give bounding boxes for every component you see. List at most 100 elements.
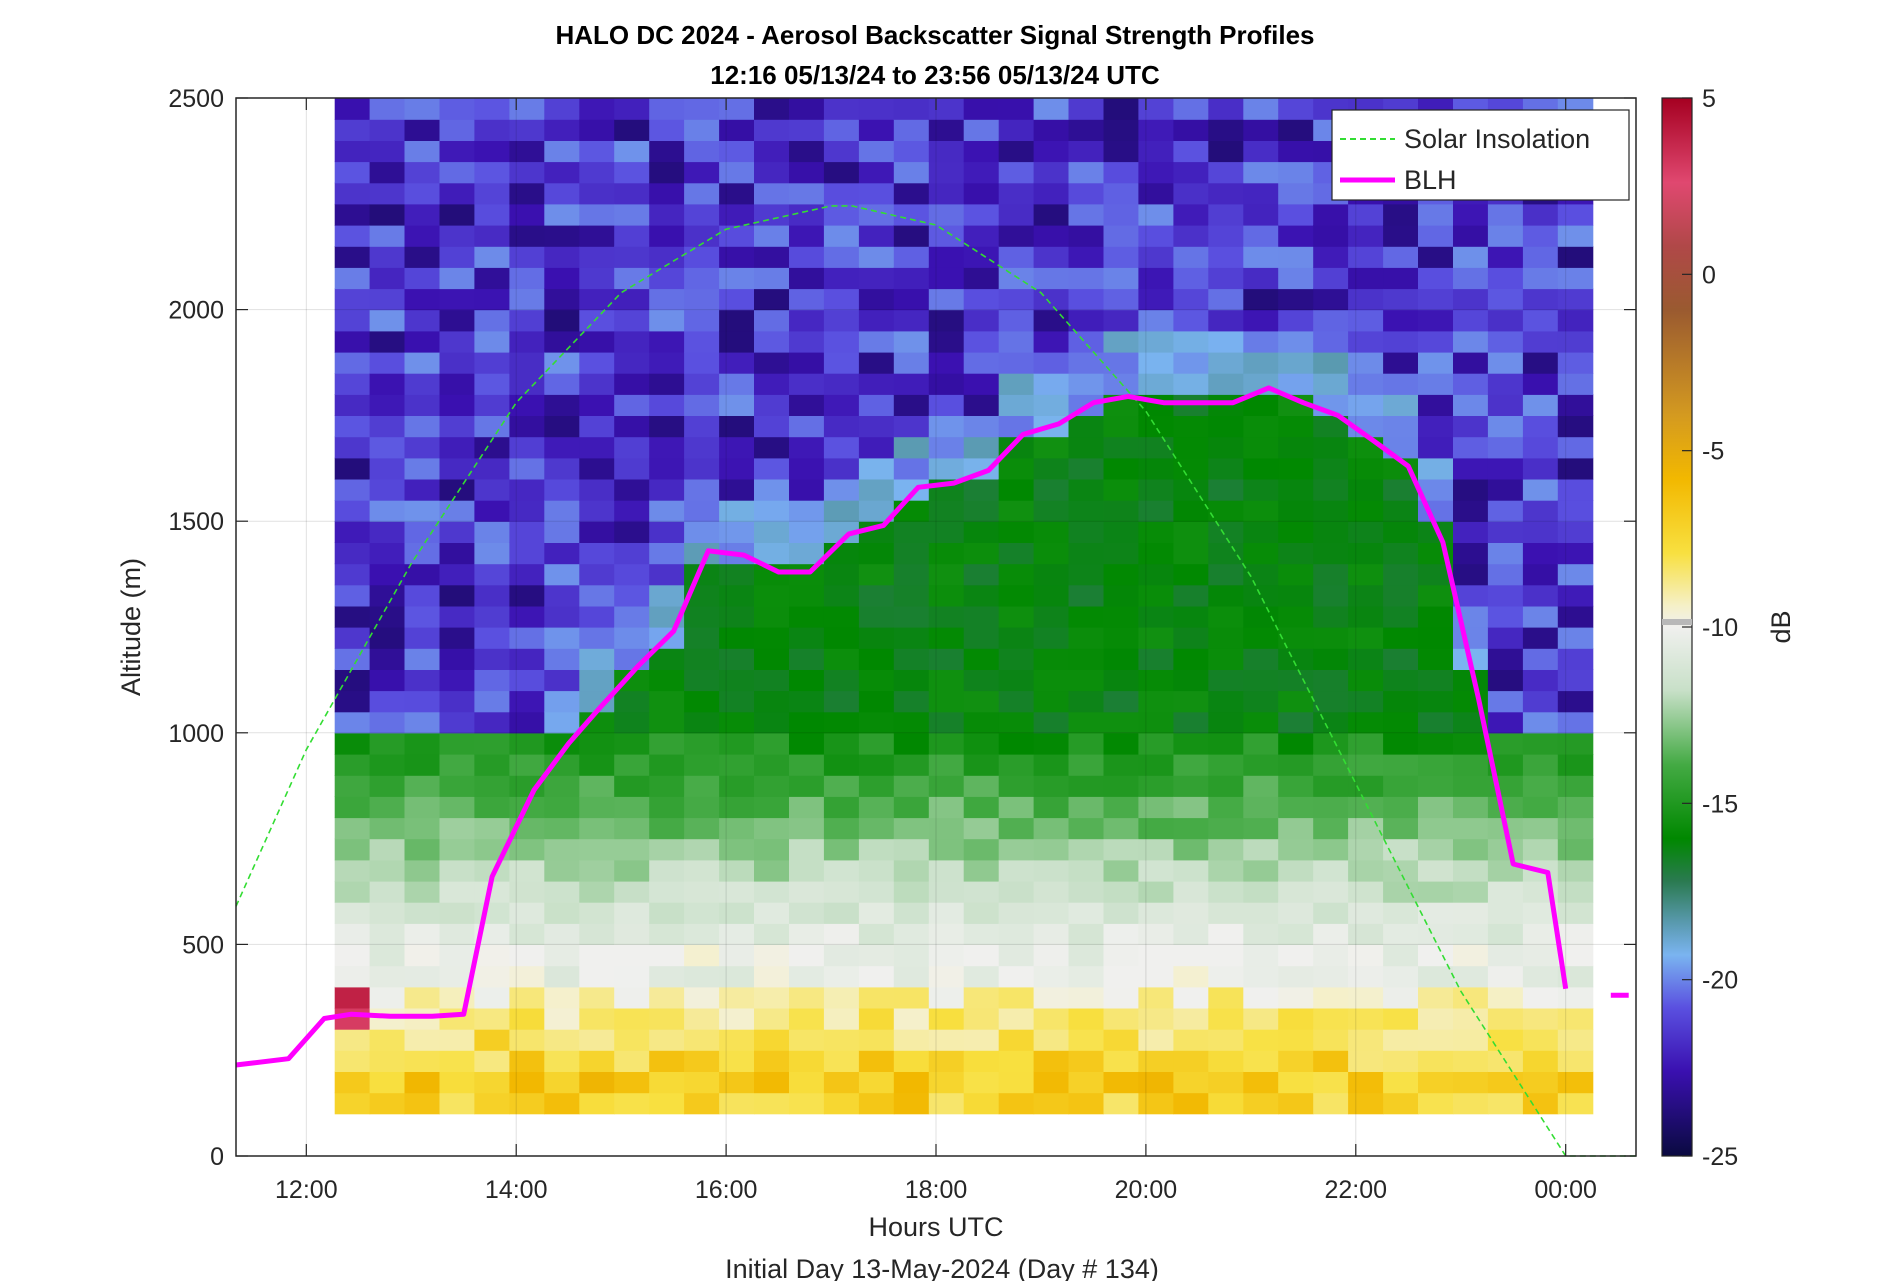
heatmap-cell: [1383, 500, 1419, 522]
heatmap-cell: [1138, 119, 1174, 141]
heatmap-cell: [579, 500, 615, 522]
heatmap-cell: [1348, 330, 1384, 353]
heatmap-cell: [963, 415, 1000, 438]
heatmap-cell: [474, 373, 510, 395]
heatmap-cell: [719, 965, 755, 988]
heatmap-cell: [789, 775, 825, 797]
heatmap-cell: [893, 436, 930, 459]
heatmap-cell: [579, 690, 615, 713]
heatmap-cell: [789, 902, 825, 924]
heatmap-cell: [1103, 902, 1139, 924]
heatmap-cell: [1383, 944, 1419, 967]
heatmap-cell: [334, 584, 371, 607]
heatmap-cell: [754, 902, 790, 924]
heatmap-cell: [754, 225, 790, 247]
heatmap-cell: [893, 182, 930, 205]
heatmap-cell: [1103, 246, 1139, 268]
heatmap-cell: [1278, 225, 1314, 247]
heatmap-cell: [1278, 98, 1314, 120]
heatmap-cell: [439, 1007, 475, 1030]
heatmap-cell: [404, 986, 440, 1009]
heatmap-cell: [1138, 944, 1174, 967]
heatmap-cell: [1383, 542, 1419, 565]
heatmap-cell: [369, 605, 406, 628]
heatmap-cell: [963, 1029, 1000, 1051]
heatmap-cell: [684, 140, 720, 163]
heatmap-cell: [789, 246, 825, 268]
heatmap-cell: [928, 521, 965, 543]
heatmap-cell: [509, 1007, 545, 1030]
heatmap-cell: [544, 648, 580, 670]
heatmap-cell: [858, 669, 895, 692]
heatmap-cell: [544, 478, 580, 501]
heatmap-cell: [649, 436, 685, 459]
heatmap-cell: [1383, 584, 1419, 607]
heatmap-cell: [439, 880, 475, 903]
heatmap-cell: [474, 542, 510, 565]
heatmap-cell: [1453, 817, 1489, 840]
heatmap-cell: [1522, 965, 1559, 988]
heatmap-cell: [544, 1050, 580, 1072]
heatmap-cell: [369, 1007, 406, 1030]
heatmap-cell: [1348, 203, 1384, 226]
heatmap-cell: [579, 944, 615, 967]
heatmap-cell: [1313, 500, 1349, 522]
heatmap-cell: [684, 775, 720, 797]
heatmap-cell: [719, 944, 755, 967]
heatmap-cell: [893, 140, 930, 163]
heatmap-cell: [509, 182, 545, 205]
heatmap-cell: [509, 648, 545, 670]
heatmap-cell: [1487, 542, 1524, 565]
heatmap-cell: [509, 965, 545, 988]
heatmap-cell: [1068, 1029, 1104, 1051]
heatmap-cell: [439, 140, 475, 163]
heatmap-cell: [1243, 415, 1279, 438]
heatmap-cell: [823, 1071, 860, 1094]
heatmap-cell: [1173, 415, 1209, 438]
heatmap-cell: [893, 690, 930, 713]
heatmap-cell: [1313, 944, 1349, 967]
heatmap-cell: [963, 330, 1000, 353]
heatmap-cell: [1138, 775, 1174, 797]
heatmap-cell: [963, 732, 1000, 755]
heatmap-cell: [893, 1029, 930, 1051]
heatmap-cell: [1348, 225, 1384, 247]
heatmap-cell: [928, 838, 965, 861]
heatmap-cell: [1418, 627, 1454, 649]
heatmap-cell: [963, 648, 1000, 670]
heatmap-cell: [509, 1092, 545, 1115]
heatmap-cell: [1033, 373, 1070, 395]
heatmap-cell: [823, 478, 860, 501]
heatmap-cell: [1243, 965, 1279, 988]
heatmap-cell: [963, 838, 1000, 861]
heatmap-cell: [1208, 182, 1244, 205]
heatmap-cell: [579, 182, 615, 205]
heatmap-cell: [1243, 880, 1279, 903]
heatmap-cell: [334, 1050, 371, 1072]
heatmap-cell: [369, 648, 406, 670]
heatmap-cell: [684, 817, 720, 840]
heatmap-cell: [823, 140, 860, 163]
heatmap-cell: [928, 351, 965, 374]
heatmap-cell: [684, 457, 720, 480]
heatmap-cell: [719, 225, 755, 247]
heatmap-cell: [649, 584, 685, 607]
heatmap-cell: [439, 225, 475, 247]
heatmap-cell: [1068, 859, 1104, 882]
heatmap-cell: [1068, 309, 1104, 332]
heatmap-cell: [789, 690, 825, 713]
heatmap-cell: [1453, 923, 1489, 945]
heatmap-cell: [614, 119, 650, 141]
heatmap-cell: [1173, 1071, 1209, 1094]
heatmap-cell: [404, 838, 440, 861]
heatmap-cell: [893, 732, 930, 755]
heatmap-cell: [1243, 1071, 1279, 1094]
heatmap-cell: [719, 288, 755, 311]
heatmap-cell: [823, 119, 860, 141]
heatmap-cell: [334, 965, 371, 988]
heatmap-cell: [893, 457, 930, 480]
heatmap-cell: [823, 796, 860, 819]
heatmap-cell: [1487, 500, 1524, 522]
heatmap-cell: [1453, 415, 1489, 438]
heatmap-cell: [789, 500, 825, 522]
